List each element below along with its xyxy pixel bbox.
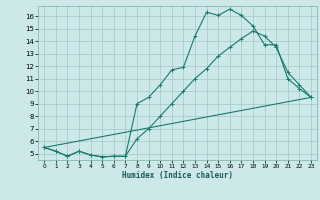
X-axis label: Humidex (Indice chaleur): Humidex (Indice chaleur) <box>122 171 233 180</box>
